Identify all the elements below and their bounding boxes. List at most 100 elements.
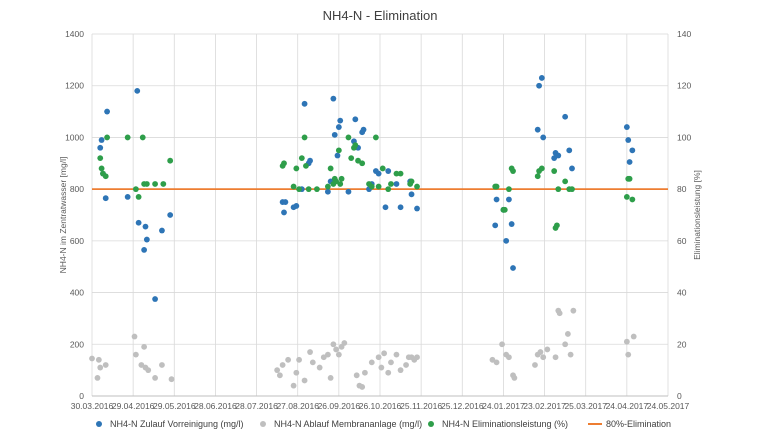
data-point-zulauf xyxy=(385,168,392,174)
data-point-ablauf xyxy=(362,369,368,376)
data-point-zulauf xyxy=(98,137,105,143)
x-tick-label: 27.08.2016 xyxy=(276,401,319,411)
data-point-ablauf xyxy=(385,369,392,376)
data-point-elimination xyxy=(510,168,516,174)
data-point-elimination xyxy=(359,160,366,167)
data-point-ablauf xyxy=(94,375,101,381)
data-point-elimination xyxy=(139,134,146,141)
data-point-ablauf xyxy=(625,351,632,358)
legend-swatch-dot xyxy=(428,421,434,427)
data-point-ablauf xyxy=(552,354,559,361)
data-point-zulauf xyxy=(382,204,389,211)
data-point-zulauf xyxy=(135,219,142,226)
x-tick-label: 23.02.2017 xyxy=(523,401,566,411)
data-point-ablauf xyxy=(368,359,375,366)
x-tick-label: 26.09.2016 xyxy=(318,401,361,411)
data-point-elimination xyxy=(554,222,560,229)
data-point-zulauf xyxy=(152,296,158,302)
data-point-zulauf xyxy=(352,116,359,123)
data-point-ablauf xyxy=(307,349,313,355)
data-point-zulauf xyxy=(408,191,415,198)
data-point-ablauf xyxy=(316,364,323,371)
data-point-ablauf xyxy=(532,362,538,368)
data-point-zulauf xyxy=(97,144,104,151)
data-point-zulauf xyxy=(360,126,367,133)
data-point-elimination xyxy=(375,183,382,190)
data-point-elimination xyxy=(97,155,104,162)
data-point-zulauf xyxy=(134,87,141,94)
data-point-elimination xyxy=(303,162,309,169)
data-point-ablauf xyxy=(309,359,316,366)
x-tick-label: 25.03.2017 xyxy=(564,401,607,411)
x-tick-label: 25.11.2016 xyxy=(400,401,442,411)
y-left-tick-label: 800 xyxy=(70,184,84,194)
data-point-ablauf xyxy=(276,372,283,379)
y-right-tick-label: 0 xyxy=(677,391,682,401)
data-point-ablauf xyxy=(279,362,286,368)
data-point-zulauf xyxy=(493,196,500,203)
data-point-elimination xyxy=(368,183,375,190)
data-point-ablauf xyxy=(293,369,300,376)
data-point-ablauf xyxy=(564,331,571,337)
data-point-ablauf xyxy=(381,350,388,357)
data-point-ablauf xyxy=(324,351,331,358)
data-point-ablauf xyxy=(333,346,340,353)
data-point-zulauf xyxy=(307,157,313,164)
data-point-zulauf xyxy=(331,131,338,138)
x-tick-label: 26.10.2016 xyxy=(359,401,402,411)
data-point-ablauf xyxy=(630,333,637,340)
data-point-zulauf xyxy=(104,108,110,115)
data-point-ablauf xyxy=(375,354,382,361)
axes: 0 0 200 20 400 40 600 60 800 80 1000 100 1200 120 1400… xyxy=(65,29,691,411)
data-point-zulauf xyxy=(335,124,342,130)
y-right-tick-label: 20 xyxy=(677,339,687,349)
data-point-ablauf xyxy=(141,343,148,350)
data-point-ablauf xyxy=(393,351,400,358)
y-left-tick-label: 1200 xyxy=(65,81,84,91)
y-left-tick-label: 1400 xyxy=(65,29,84,39)
data-point-elimination xyxy=(414,183,420,190)
data-point-elimination xyxy=(393,170,400,177)
data-point-ablauf xyxy=(359,384,366,390)
x-tick-label: 25.12.2016 xyxy=(441,401,484,411)
data-point-elimination xyxy=(305,186,312,193)
data-point-zulauf xyxy=(102,195,109,202)
data-point-ablauf xyxy=(570,307,577,314)
data-point-elimination xyxy=(562,178,569,185)
data-point-elimination xyxy=(324,183,331,190)
legend: NH4-N Zulauf Vorreinigung (mg/l) NH4-N Ab… xyxy=(96,419,671,429)
data-point-elimination xyxy=(335,147,342,154)
data-point-ablauf xyxy=(403,362,409,368)
data-point-ablauf xyxy=(623,338,630,345)
data-point-ablauf xyxy=(327,375,334,381)
data-point-zulauf xyxy=(510,265,516,271)
y-left-tick-label: 1000 xyxy=(65,132,84,142)
y-right-tick-label: 40 xyxy=(677,288,687,298)
data-point-ablauf xyxy=(132,351,139,358)
data-point-zulauf xyxy=(492,222,499,229)
data-point-elimination xyxy=(102,173,109,180)
y-right-tick-label: 140 xyxy=(677,29,691,39)
y-axis-right-title: Eliminationsleistung [%] xyxy=(692,170,702,260)
legend-swatch-dot xyxy=(260,421,266,427)
data-point-elimination xyxy=(281,160,287,167)
data-point-zulauf xyxy=(141,247,148,253)
y-axis-left-title: NH4-N im Zentratwasser [mg/l] xyxy=(58,157,68,274)
data-point-ablauf xyxy=(274,367,281,374)
data-point-elimination xyxy=(293,165,300,172)
data-point-elimination xyxy=(534,173,541,180)
data-point-elimination xyxy=(167,157,174,164)
data-point-zulauf xyxy=(506,196,512,203)
x-tick-label: 28.06.2016 xyxy=(194,401,237,411)
data-point-zulauf xyxy=(375,170,382,177)
data-point-zulauf xyxy=(536,82,542,89)
data-point-ablauf xyxy=(567,351,574,358)
data-point-ablauf xyxy=(378,364,385,371)
data-point-zulauf xyxy=(334,152,341,159)
data-point-zulauf xyxy=(293,203,300,209)
y-left-tick-label: 600 xyxy=(70,236,84,246)
data-point-elimination xyxy=(98,165,105,172)
data-point-ablauf xyxy=(544,346,551,353)
data-point-elimination xyxy=(385,186,392,193)
data-point-zulauf xyxy=(503,237,510,244)
